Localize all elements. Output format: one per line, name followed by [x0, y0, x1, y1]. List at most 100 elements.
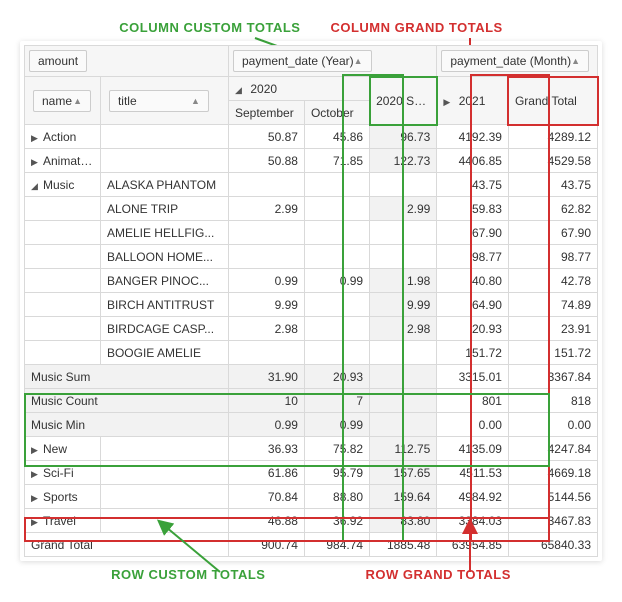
table-row: ALONE TRIP2.992.9959.8362.82 — [25, 197, 598, 221]
table-row: ▶Sci-Fi61.8695.79157.654511.534669.18 — [25, 461, 598, 485]
cell — [370, 365, 437, 389]
cell: 2.98 — [370, 317, 437, 341]
cell: 36.93 — [229, 437, 305, 461]
cell — [304, 221, 369, 245]
cell: Music Count — [25, 389, 229, 413]
cell — [100, 125, 228, 149]
row-header-name — [25, 293, 101, 317]
col-header-2020[interactable]: ◢ 2020 — [229, 77, 370, 101]
sort-asc-icon: ▲ — [571, 54, 580, 66]
cell: 40.80 — [437, 269, 509, 293]
table-row: Music Count107801818 — [25, 389, 598, 413]
expand-icon[interactable]: ▶ — [31, 133, 41, 144]
col-header-oct[interactable]: October — [304, 101, 369, 125]
cell: Music Sum — [25, 365, 229, 389]
cell: 50.87 — [229, 125, 305, 149]
cell: 3367.84 — [508, 365, 597, 389]
cell: 67.90 — [508, 221, 597, 245]
cell: 0.00 — [508, 413, 597, 437]
cell — [100, 149, 228, 173]
cell: 62.82 — [508, 197, 597, 221]
cell: 7 — [304, 389, 369, 413]
cell: 98.77 — [508, 245, 597, 269]
sort-asc-icon: ▲ — [191, 94, 200, 106]
row-header-name[interactable]: ▶Sci-Fi — [25, 461, 101, 485]
cell: 900.74 — [229, 533, 305, 557]
cell — [229, 221, 305, 245]
cell: 20.93 — [304, 365, 369, 389]
row-field2-pill[interactable]: title ▲ — [109, 90, 209, 112]
row-field2-label: title — [118, 94, 137, 108]
cell: 36.92 — [304, 509, 369, 533]
cell — [304, 197, 369, 221]
expand-icon[interactable]: ▶ — [31, 469, 41, 480]
table-row: BOOGIE AMELIE151.72151.72 — [25, 341, 598, 365]
col-field1-pill[interactable]: payment_date (Year) ▲ — [233, 50, 372, 72]
cell: 122.73 — [370, 149, 437, 173]
row-field1-pill[interactable]: name ▲ — [33, 90, 91, 112]
cell: BOOGIE AMELIE — [100, 341, 228, 365]
expand-icon[interactable]: ▶ — [31, 157, 41, 168]
cell: 64.90 — [437, 293, 509, 317]
cell: 59.83 — [437, 197, 509, 221]
cell: 3384.03 — [437, 509, 509, 533]
collapse-icon[interactable]: ◢ — [31, 181, 41, 192]
cell: 31.90 — [229, 365, 305, 389]
cell — [229, 245, 305, 269]
cell: Music Min — [25, 413, 229, 437]
col-header-2021[interactable]: ▶ 2021 — [437, 77, 509, 125]
expand-icon[interactable]: ▶ — [31, 493, 41, 504]
cell: 83.80 — [370, 509, 437, 533]
cell: 4529.58 — [508, 149, 597, 173]
row-field1-label: name — [42, 94, 72, 108]
row-header-name — [25, 221, 101, 245]
table-row: AMELIE HELLFIG...67.9067.90 — [25, 221, 598, 245]
cell: 151.72 — [508, 341, 597, 365]
col-header-sep[interactable]: September — [229, 101, 305, 125]
cell: 65840.33 — [508, 533, 597, 557]
row-header-name[interactable]: ▶Sports — [25, 485, 101, 509]
table-row: ◢MusicALASKA PHANTOM43.7543.75 — [25, 173, 598, 197]
row-header-name[interactable]: ▶Travel — [25, 509, 101, 533]
row-header-name — [25, 245, 101, 269]
cell: 0.00 — [437, 413, 509, 437]
label-col-custom-totals: COLUMN CUSTOM TOTALS — [119, 20, 300, 35]
cell — [100, 509, 228, 533]
cell: 2.98 — [229, 317, 305, 341]
expand-icon[interactable]: ▶ — [31, 445, 41, 456]
col-header-grand[interactable]: Grand Total — [508, 77, 597, 125]
cell: 67.90 — [437, 221, 509, 245]
row-header-name[interactable]: ◢Music — [25, 173, 101, 197]
table-row: Grand Total900.74984.741885.4863954.8565… — [25, 533, 598, 557]
cell: 0.99 — [304, 269, 369, 293]
cell — [304, 173, 369, 197]
table-row: ▶New36.9375.82112.754135.094247.84 — [25, 437, 598, 461]
cell: BALLOON HOME... — [100, 245, 228, 269]
table-row: ▶Action50.8745.8696.734192.394289.12 — [25, 125, 598, 149]
col-2021-label: 2021 — [459, 94, 486, 108]
cell: 159.64 — [370, 485, 437, 509]
row-header-name — [25, 197, 101, 221]
row-header-name — [25, 317, 101, 341]
col-header-row1: name ▲ title ▲ ◢ 2020 2020 Sum ▶ — [25, 77, 598, 101]
cell: BANGER PINOC... — [100, 269, 228, 293]
cell: 74.89 — [508, 293, 597, 317]
expand-icon[interactable]: ▶ — [31, 517, 41, 528]
row-header-name[interactable]: ▶New — [25, 437, 101, 461]
col-header-2020sum[interactable]: 2020 Sum — [370, 77, 437, 125]
cell — [100, 485, 228, 509]
row-header-name[interactable]: ▶Animation — [25, 149, 101, 173]
pivot-table: amount payment_date (Year) ▲ payment_dat… — [24, 45, 598, 557]
cell: 71.85 — [304, 149, 369, 173]
table-row: ▶Sports70.8488.80159.644984.925144.56 — [25, 485, 598, 509]
col-field2-pill[interactable]: payment_date (Month) ▲ — [441, 50, 589, 72]
cell: 96.73 — [370, 125, 437, 149]
cell: 3467.83 — [508, 509, 597, 533]
measure-field-pill[interactable]: amount — [29, 50, 87, 72]
cell: 818 — [508, 389, 597, 413]
cell: 46.88 — [229, 509, 305, 533]
cell: 157.65 — [370, 461, 437, 485]
row-header-name[interactable]: ▶Action — [25, 125, 101, 149]
cell: 95.79 — [304, 461, 369, 485]
table-row: BANGER PINOC...0.990.991.9840.8042.78 — [25, 269, 598, 293]
